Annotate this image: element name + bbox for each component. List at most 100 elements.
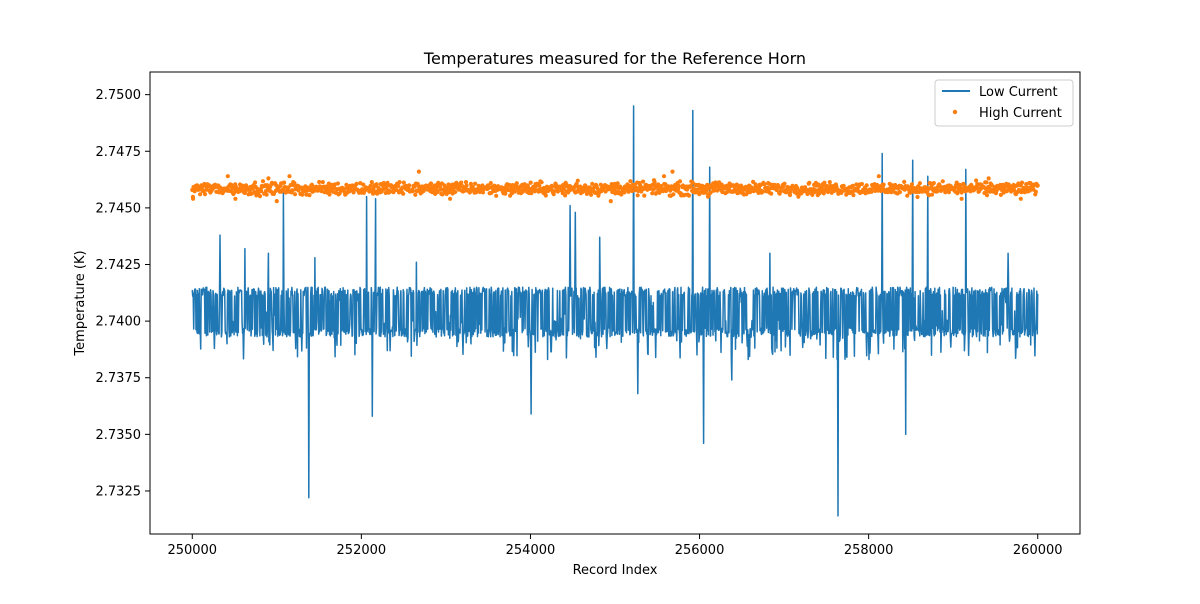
y-axis-label: Temperature (K) xyxy=(73,250,88,356)
scatter-point xyxy=(782,181,787,186)
scatter-point xyxy=(590,181,595,186)
scatter-point xyxy=(670,169,675,174)
scatter-point xyxy=(416,169,421,174)
scatter-point xyxy=(864,183,869,188)
scatter-point xyxy=(202,192,208,197)
scatter-point xyxy=(407,183,412,188)
scatter-point xyxy=(512,189,517,194)
scatter-point xyxy=(1018,196,1023,201)
scatter-point xyxy=(464,183,469,188)
scatter-point xyxy=(317,179,322,185)
scatter-point xyxy=(659,184,664,189)
scatter-point xyxy=(946,190,952,195)
scatter-point xyxy=(354,181,359,186)
scatter-point xyxy=(917,181,923,186)
legend: Low Current High Current xyxy=(934,79,1074,127)
scatter-point xyxy=(657,190,662,195)
scatter-point xyxy=(287,174,292,179)
scatter-point xyxy=(641,179,646,184)
scatter-point xyxy=(263,189,269,194)
scatter-point xyxy=(974,178,979,183)
x-tick-label: 256000 xyxy=(675,543,725,558)
scatter-point xyxy=(690,180,695,185)
scatter-point xyxy=(552,189,557,194)
scatter-point xyxy=(827,180,832,185)
scatter-point xyxy=(257,194,263,199)
scatter-point xyxy=(615,181,620,186)
scatter-point xyxy=(905,193,910,198)
legend-marker-high-current xyxy=(952,109,958,115)
x-tick-label: 260000 xyxy=(1013,543,1063,558)
scatter-point xyxy=(897,190,903,195)
y-tick-label: 2.7350 xyxy=(96,428,142,443)
scatter-point xyxy=(778,189,783,194)
scatter-point xyxy=(737,190,742,195)
scatter-point xyxy=(307,193,312,198)
scatter-point xyxy=(494,193,499,198)
scatter-point xyxy=(989,182,994,188)
scatter-point xyxy=(986,176,991,181)
scatter-point xyxy=(822,180,827,185)
y-tick-label: 2.7475 xyxy=(96,145,142,160)
scatter-point xyxy=(821,191,826,196)
scatter-point xyxy=(335,181,340,186)
scatter-point xyxy=(630,188,635,194)
scatter-point xyxy=(374,182,379,187)
scatter-point xyxy=(850,183,855,188)
plot-area xyxy=(190,105,1040,517)
scatter-point xyxy=(650,191,655,196)
scatter-point xyxy=(397,180,402,185)
scatter-point xyxy=(725,189,730,195)
scatter-point xyxy=(401,191,406,196)
scatter-point xyxy=(459,180,464,185)
scatter-point xyxy=(274,199,279,204)
scatter-point xyxy=(984,180,989,185)
scatter-point xyxy=(259,189,264,194)
scatter-point xyxy=(876,174,881,179)
scatter-point xyxy=(652,179,657,184)
y-tick-label: 2.7450 xyxy=(96,201,142,216)
scatter-point xyxy=(661,174,667,179)
scatter-point xyxy=(575,178,580,183)
scatter-point xyxy=(841,183,846,188)
x-tick-label: 250000 xyxy=(167,543,217,558)
scatter-point xyxy=(902,179,907,184)
scatter-point xyxy=(686,193,692,198)
scatter-point xyxy=(688,184,693,189)
scatter-point xyxy=(760,189,765,194)
scatter-point xyxy=(369,180,374,185)
scatter-point xyxy=(266,176,271,181)
scatter-point xyxy=(909,182,915,187)
x-axis-label: Record Index xyxy=(573,563,658,578)
scatter-point xyxy=(851,193,856,198)
scatter-point xyxy=(753,182,758,187)
scatter-point xyxy=(642,193,647,198)
scatter-point xyxy=(787,192,793,198)
y-tick-label: 2.7375 xyxy=(96,371,142,386)
scatter-point xyxy=(413,192,418,197)
scatter-point xyxy=(198,192,203,197)
scatter-point xyxy=(468,189,473,194)
scatter-point xyxy=(929,192,935,197)
scatter-point xyxy=(448,196,453,201)
scatter-point xyxy=(368,183,373,188)
scatter-point xyxy=(260,179,266,184)
scatter-point xyxy=(431,188,437,193)
scatter-point xyxy=(1012,188,1017,193)
scatter-point xyxy=(959,196,964,201)
axes-frame xyxy=(149,71,1081,535)
y-tick-label: 2.7400 xyxy=(96,315,142,330)
scatter-point xyxy=(435,189,440,195)
legend-label-low-current: Low Current xyxy=(979,85,1058,100)
scatter-point xyxy=(1035,183,1040,188)
scatter-point xyxy=(608,199,613,204)
scatter-point xyxy=(635,193,640,198)
scatter-point xyxy=(676,183,681,188)
scatter-point xyxy=(233,196,238,201)
series-low-current-line xyxy=(191,105,1039,517)
scatter-point xyxy=(463,180,469,185)
scatter-point xyxy=(488,181,493,186)
scatter-point xyxy=(762,182,767,187)
scatter-point xyxy=(473,181,478,186)
